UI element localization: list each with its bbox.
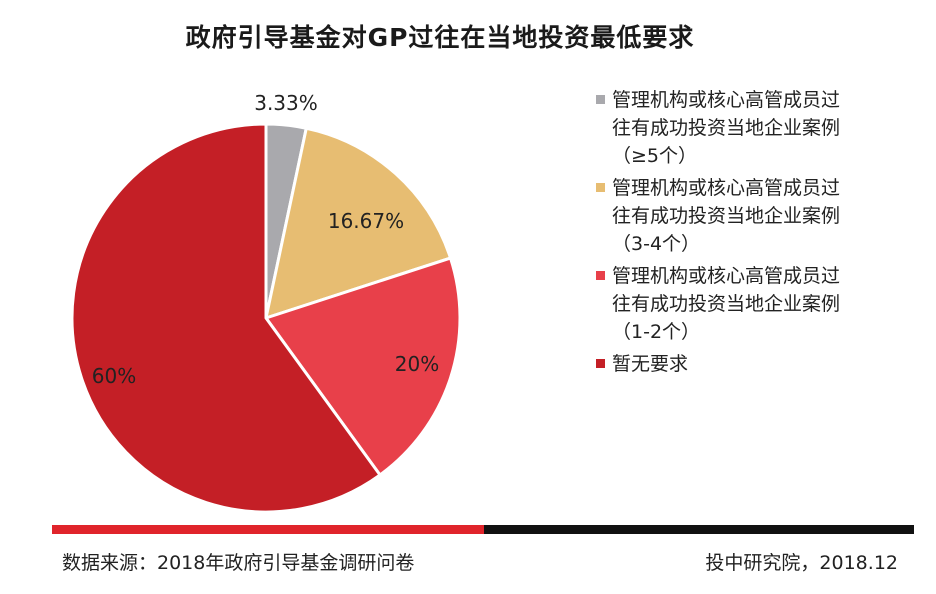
data-source-note: 数据来源：2018年政府引导基金调研问卷 — [62, 552, 415, 574]
data-label-no-requirement: 60% — [92, 364, 136, 388]
legend-label-line: 管理机构或核心高管成员过 — [612, 177, 841, 199]
legend-label-line: 往有成功投资当地企业案例 — [612, 117, 841, 139]
legend-label-line: 往有成功投资当地企业案例 — [612, 293, 841, 315]
legend-item-3-4: 管理机构或核心高管成员过 往有成功投资当地企业案例 （3-4个） — [596, 174, 916, 258]
legend-label-line: （1-2个） — [612, 321, 701, 343]
data-label-1-2: 20% — [395, 352, 439, 376]
slice-3-4 — [264, 126, 452, 320]
legend-swatch — [596, 271, 605, 280]
data-label-5-plus: 3.33% — [254, 91, 318, 115]
chart-title: 政府引导基金对GP过往在当地投资最低要求 — [185, 23, 695, 52]
legend-label-line: （3-4个） — [612, 233, 701, 255]
legend-item-1-2: 管理机构或核心高管成员过 往有成功投资当地企业案例 （1-2个） — [596, 262, 916, 346]
legend-label-line: 往有成功投资当地企业案例 — [612, 205, 841, 227]
legend-swatch — [596, 359, 605, 368]
footer-divider-black — [484, 525, 914, 534]
slice-no-requirement — [70, 122, 382, 514]
legend-swatch — [596, 95, 605, 104]
legend-label-line: 暂无要求 — [612, 353, 689, 375]
publisher-note: 投中研究院，2018.12 — [705, 552, 898, 574]
legend-item-5-plus: 管理机构或核心高管成员过 往有成功投资当地企业案例 （≥5个） — [596, 86, 916, 170]
chart-legend: 管理机构或核心高管成员过 往有成功投资当地企业案例 （≥5个） 管理机构或核心高… — [596, 86, 916, 382]
legend-swatch — [596, 183, 605, 192]
slice-1-2 — [264, 256, 462, 477]
footer-divider-red — [52, 525, 484, 534]
legend-item-no-requirement: 暂无要求 — [596, 350, 916, 378]
legend-label-line: （≥5个） — [612, 145, 698, 167]
data-label-3-4: 16.67% — [328, 209, 404, 233]
legend-label-line: 管理机构或核心高管成员过 — [612, 265, 841, 287]
legend-label-line: 管理机构或核心高管成员过 — [612, 89, 841, 111]
